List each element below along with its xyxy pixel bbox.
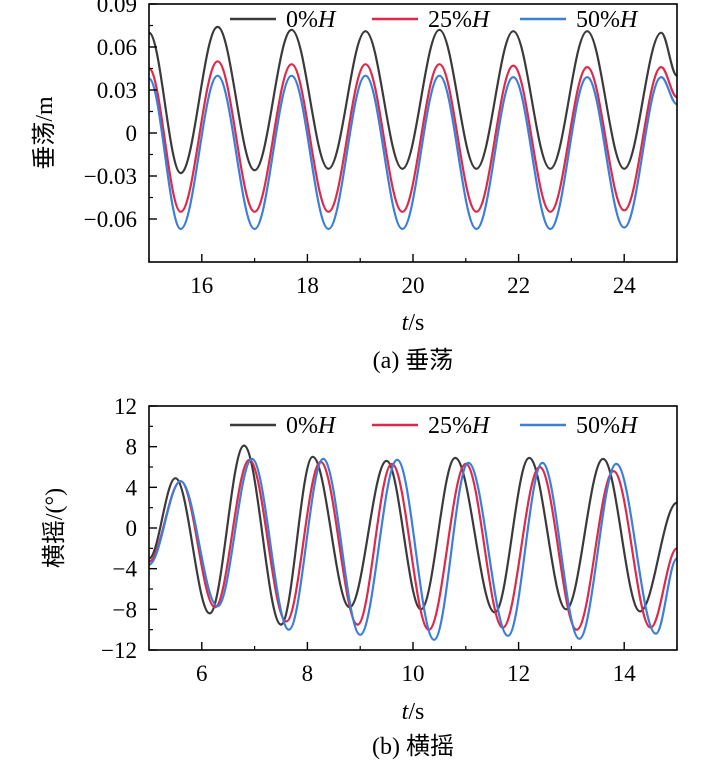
series-group bbox=[149, 444, 677, 641]
y-tick-label: 12 bbox=[114, 394, 137, 419]
x-axis-label-var: t bbox=[402, 310, 410, 336]
y-axis-label: 横摇/(°) bbox=[41, 488, 68, 568]
legend-label-var: H bbox=[619, 7, 639, 33]
x-axis-label-var: t bbox=[402, 699, 410, 725]
legend-label-num: 0% bbox=[286, 7, 318, 33]
chart-panel-1: 16 18 20 22 24 −0.06 −0.03 0 0.03 0.06 0.09 t/s 垂荡/m… bbox=[31, 0, 678, 374]
y-tick-label: 0 bbox=[126, 121, 138, 146]
y-tick-label: 0.03 bbox=[97, 78, 137, 103]
y-tick-label: −4 bbox=[113, 557, 138, 582]
legend-label-var: H bbox=[619, 413, 639, 439]
chart-caption: (a) 垂荡 bbox=[373, 347, 454, 374]
legend-label-1: 25%H bbox=[428, 413, 491, 439]
x-axis-label: t/s bbox=[402, 699, 425, 725]
x-tick-label: 8 bbox=[302, 661, 314, 686]
legend-label-num: 50% bbox=[576, 413, 620, 439]
legend-label-var: H bbox=[471, 7, 491, 33]
legend-label-num: 0% bbox=[286, 413, 318, 439]
series-line-2 bbox=[149, 74, 677, 231]
series-line-0 bbox=[149, 25, 677, 175]
legend-label-2: 50%H bbox=[576, 7, 639, 33]
x-tick-label: 22 bbox=[507, 273, 530, 298]
x-tick-label: 24 bbox=[613, 273, 637, 298]
x-tick-label: 16 bbox=[190, 273, 213, 298]
y-tick-label: −12 bbox=[101, 638, 137, 663]
y-tick-label: 0 bbox=[126, 516, 138, 541]
y-tick-label: −0.06 bbox=[84, 207, 137, 232]
x-tick-label: 10 bbox=[402, 661, 425, 686]
legend-label-var: H bbox=[317, 413, 337, 439]
legend-label-var: H bbox=[471, 413, 491, 439]
x-tick-label: 14 bbox=[613, 661, 637, 686]
series-line-1 bbox=[149, 60, 677, 213]
y-tick-label: 0.09 bbox=[97, 0, 137, 17]
plot-frame bbox=[148, 3, 678, 263]
series-line-0 bbox=[149, 444, 677, 626]
x-tick-label: 6 bbox=[196, 661, 208, 686]
x-tick-label: 20 bbox=[402, 273, 425, 298]
legend-label-num: 50% bbox=[576, 7, 620, 33]
legend-label-num: 25% bbox=[428, 7, 472, 33]
x-axis-label-unit: /s bbox=[408, 310, 424, 336]
x-axis-label-unit: /s bbox=[408, 699, 424, 725]
series-line-2 bbox=[149, 457, 677, 641]
legend-label-1: 25%H bbox=[428, 7, 491, 33]
legend-label-num: 25% bbox=[428, 413, 472, 439]
legend-label-0: 0%H bbox=[286, 7, 337, 33]
legend-label-var: H bbox=[317, 7, 337, 33]
y-tick-label: 8 bbox=[126, 435, 138, 460]
series-line-1 bbox=[149, 458, 677, 631]
y-axis-label: 垂荡/m bbox=[31, 96, 58, 170]
chart-caption: (b) 横摇 bbox=[372, 733, 454, 760]
x-axis-label: t/s bbox=[402, 310, 425, 336]
legend-label-0: 0%H bbox=[286, 413, 337, 439]
y-tick-label: 4 bbox=[126, 475, 138, 500]
y-tick-label: −8 bbox=[113, 597, 137, 622]
series-group bbox=[149, 25, 677, 231]
x-tick-label: 18 bbox=[296, 273, 319, 298]
y-tick-label: −0.03 bbox=[84, 164, 137, 189]
legend-label-2: 50%H bbox=[576, 413, 639, 439]
x-tick-label: 12 bbox=[507, 661, 530, 686]
y-tick-label: 0.06 bbox=[97, 35, 137, 60]
